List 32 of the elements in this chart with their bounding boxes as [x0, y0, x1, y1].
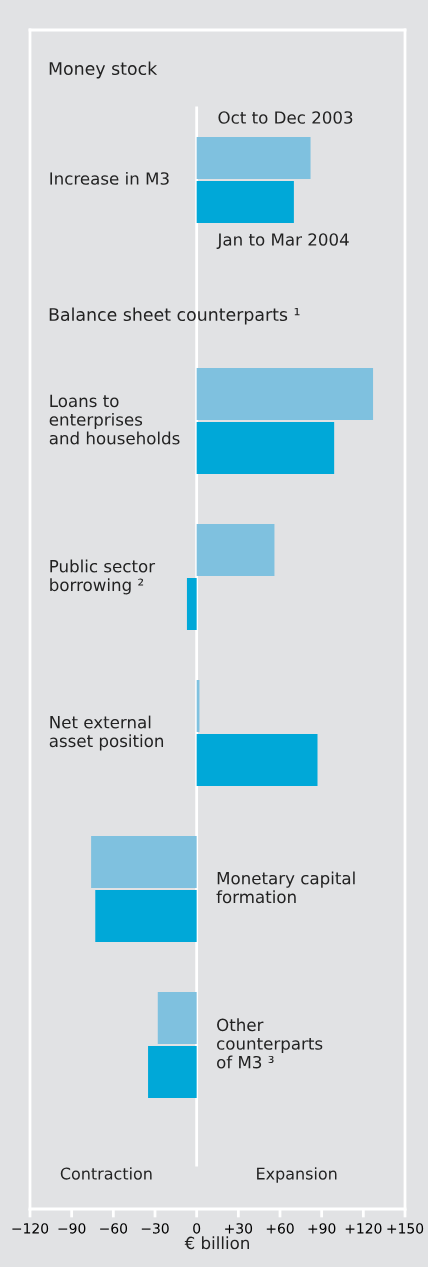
x-tick-label: −90	[58, 1223, 86, 1234]
x-tick-label: −120	[12, 1223, 49, 1234]
annotation: Contraction	[60, 1167, 152, 1180]
bar	[196, 422, 335, 474]
bar	[91, 836, 197, 888]
annotation: Expansion	[257, 1167, 337, 1183]
bar	[196, 368, 374, 420]
x-tick-label: +60	[266, 1223, 294, 1234]
bar	[157, 992, 197, 1044]
x-axis-title: € billion	[184, 1236, 249, 1250]
series-label: Oct to Dec 2003	[218, 111, 353, 124]
x-tick-label: +30	[225, 1223, 253, 1234]
bar	[196, 524, 275, 576]
y-tick-label: Loans to enterprises and households	[49, 394, 180, 445]
bar	[148, 1046, 197, 1098]
y-tick-label: Increase in M3	[50, 171, 169, 185]
annotation: Balance sheet counterparts ¹	[49, 307, 300, 325]
y-tick-label: Net external asset position	[49, 715, 164, 751]
y-tick-label: Public sector borrowing ²	[50, 559, 156, 595]
x-tick-label: 0	[193, 1223, 201, 1234]
annotation: Money stock	[49, 61, 158, 79]
x-tick-label: +120	[345, 1223, 382, 1234]
x-tick-label: +90	[308, 1223, 336, 1234]
bar	[196, 734, 318, 786]
bar	[186, 578, 197, 630]
x-tick-label: −60	[100, 1223, 128, 1234]
x-tick-label: +150	[387, 1223, 424, 1234]
y-tick-label: Monetary capital formation	[216, 871, 355, 904]
y-tick-label: Other counterparts of M3 ³	[217, 1018, 323, 1069]
x-tick-label: −30	[141, 1223, 169, 1234]
bar	[95, 890, 197, 942]
series-label: Jan to Mar 2004	[216, 233, 349, 249]
